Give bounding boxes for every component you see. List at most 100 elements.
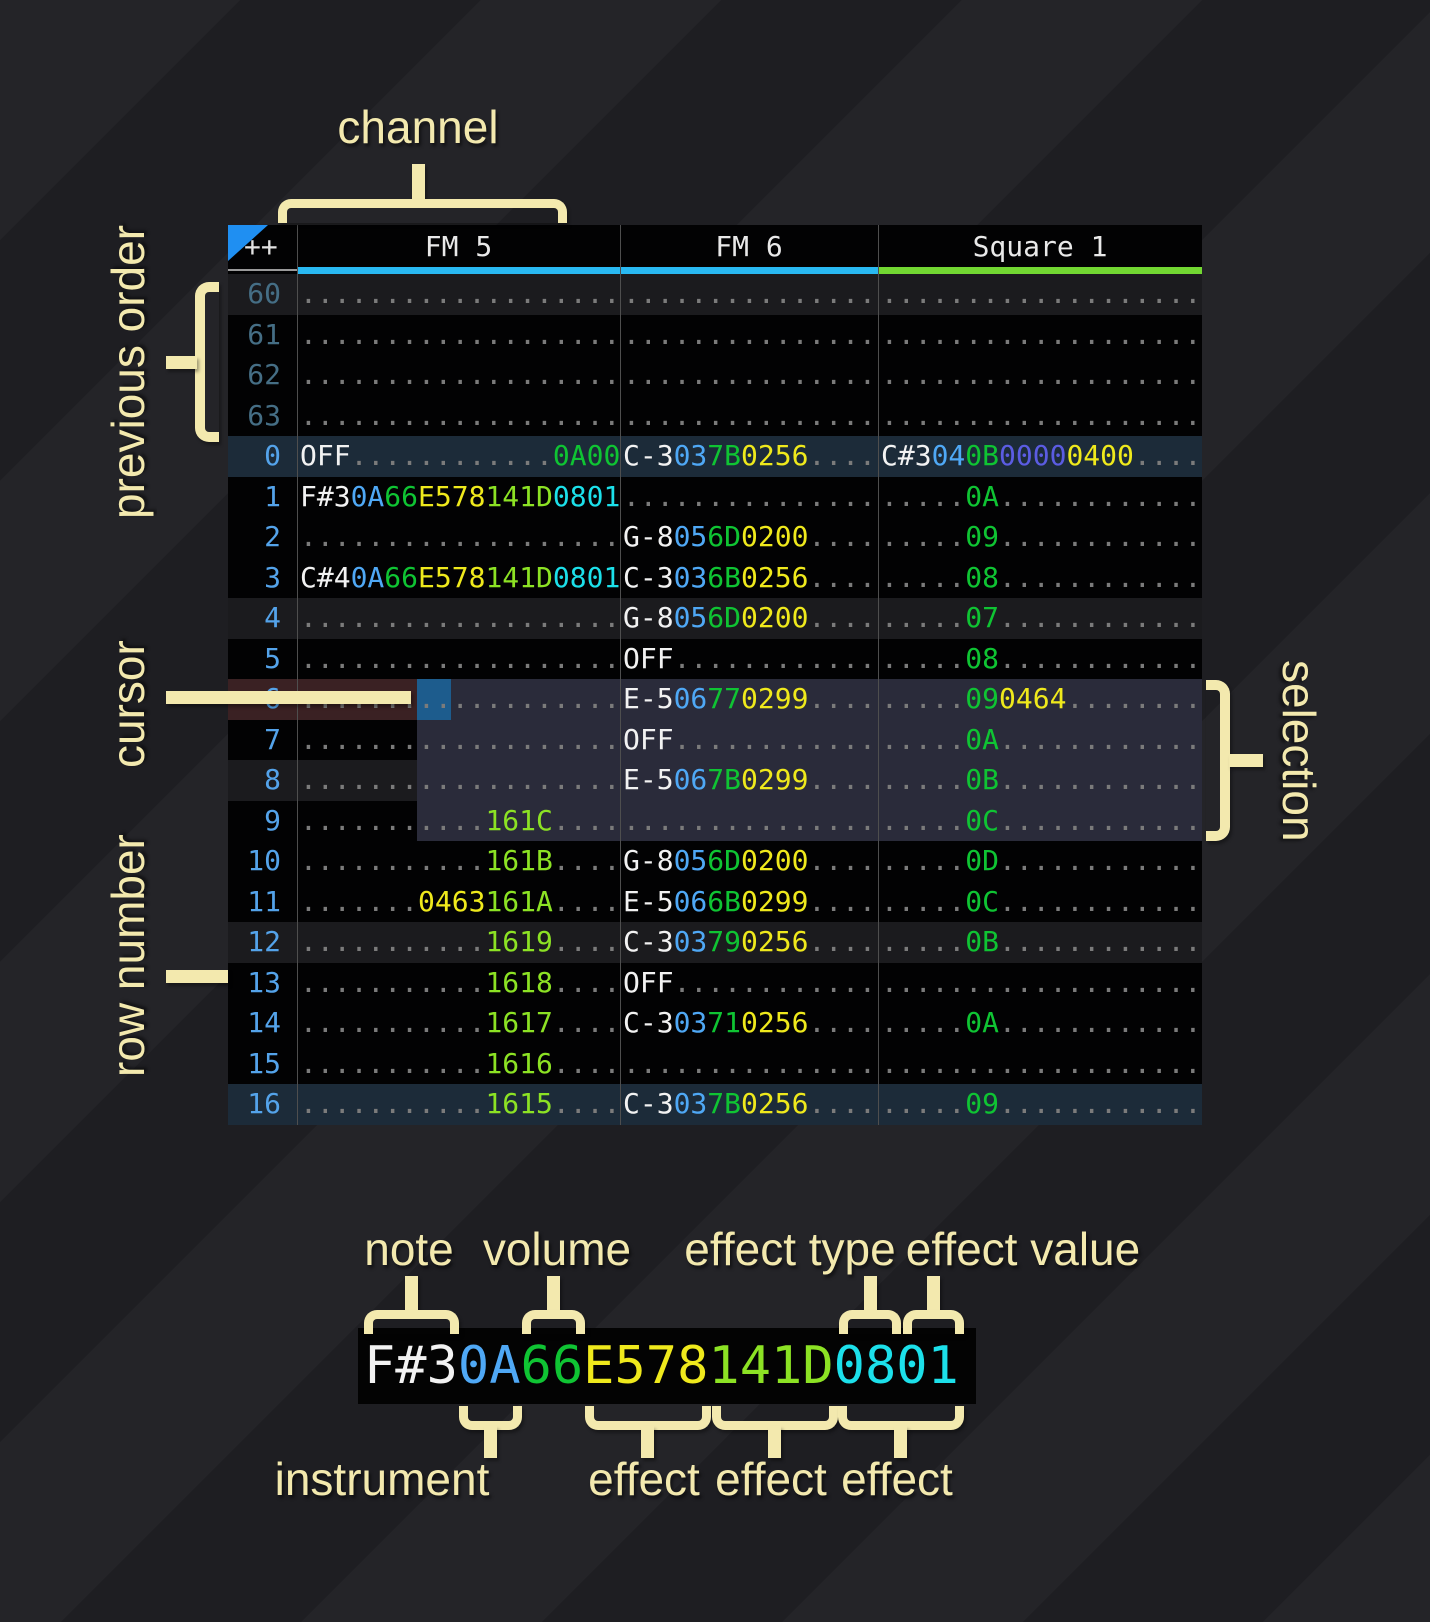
pattern-cell[interactable]: ...................: [878, 396, 1202, 437]
pattern-cell[interactable]: G-8056D0200....: [620, 598, 878, 639]
pattern-segment: 0801: [552, 479, 620, 513]
pattern-segment: ...............: [623, 398, 876, 432]
instrument-bracket: [459, 1406, 522, 1430]
pattern-cell[interactable]: ...................: [297, 274, 620, 315]
pattern-cell[interactable]: ...........1615....: [297, 1084, 620, 1125]
row-number[interactable]: 11: [247, 884, 281, 918]
pattern-cell[interactable]: G-8056D0200....: [620, 841, 878, 882]
row-number[interactable]: 10: [247, 844, 281, 877]
pattern-cell[interactable]: ...................: [297, 315, 620, 356]
pattern-cell[interactable]: C-3036B0256....: [620, 558, 878, 599]
row-number[interactable]: 15: [247, 1046, 281, 1080]
pattern-cell[interactable]: C-3037B0256....: [620, 436, 878, 477]
pattern-cell[interactable]: .....0D............: [878, 841, 1202, 882]
pattern-cell[interactable]: C-3037B0256....: [620, 1084, 878, 1125]
pattern-cell[interactable]: .....090464........: [878, 679, 1202, 720]
pattern-cell[interactable]: OFF............0A00: [297, 436, 620, 477]
pattern-cell[interactable]: .....0C............: [878, 882, 1202, 923]
row-number[interactable]: 4: [264, 601, 281, 634]
row-number[interactable]: 63: [247, 398, 281, 432]
row-number[interactable]: 2: [264, 520, 281, 553]
row-number[interactable]: 9: [264, 803, 281, 837]
pattern-cell[interactable]: ...........1617....: [297, 1003, 620, 1044]
pattern-cell[interactable]: .....0A............: [878, 720, 1202, 761]
channel-header[interactable]: FM 5: [424, 229, 493, 263]
pattern-cell[interactable]: .....0B............: [878, 760, 1202, 801]
pattern-segment: 05: [673, 844, 708, 877]
pattern-cell[interactable]: .....08............: [878, 558, 1202, 599]
pattern-cell[interactable]: ...............: [620, 315, 878, 356]
pattern-segment: 0400: [1066, 439, 1134, 472]
pattern-cell[interactable]: ...............: [620, 477, 878, 518]
row-number[interactable]: 3: [264, 560, 281, 594]
selection-label: selection: [1273, 660, 1325, 842]
pattern-cell[interactable]: ...............: [620, 801, 878, 842]
pattern-cell[interactable]: C-303790256....: [620, 922, 878, 963]
row-number[interactable]: 12: [247, 925, 281, 958]
pattern-cell[interactable]: .....0B............: [878, 922, 1202, 963]
row-number[interactable]: 5: [264, 641, 281, 675]
pattern-cell[interactable]: ...............: [620, 355, 878, 396]
channel-header[interactable]: Square 1: [972, 229, 1108, 263]
pattern-cell[interactable]: ...................: [878, 355, 1202, 396]
pattern-cell[interactable]: E-5067B0299....: [620, 760, 878, 801]
pattern-segment: ............: [999, 925, 1202, 958]
pattern-cell[interactable]: OFF............: [620, 963, 878, 1004]
pattern-segment: 04: [931, 439, 966, 472]
pattern-cell[interactable]: C-303710256....: [620, 1003, 878, 1044]
pattern-segment: 0C: [965, 803, 1000, 837]
pattern-cell[interactable]: ...............: [620, 1044, 878, 1085]
pattern-cell[interactable]: ...................: [878, 963, 1202, 1004]
pattern-cell[interactable]: ...................: [297, 355, 620, 396]
pattern-cell[interactable]: .....08............: [878, 639, 1202, 680]
row-number[interactable]: 8: [264, 763, 281, 796]
pattern-cell[interactable]: ...................: [297, 598, 620, 639]
pattern-cell[interactable]: ...............: [620, 396, 878, 437]
pattern-cell[interactable]: ...................: [878, 315, 1202, 356]
pattern-cell[interactable]: ...................: [878, 1044, 1202, 1085]
pattern-cell[interactable]: OFF............: [620, 639, 878, 680]
row-number[interactable]: 0: [264, 439, 281, 472]
pattern-segment: E-5: [623, 763, 674, 796]
pattern-cell[interactable]: F#30A66E578141D0801: [297, 477, 620, 518]
row-number[interactable]: 62: [247, 358, 281, 391]
pattern-cell[interactable]: ...................: [297, 639, 620, 680]
pattern-cell[interactable]: ...........161C....: [297, 801, 620, 842]
pattern-cell[interactable]: .....09............: [878, 517, 1202, 558]
pattern-cell[interactable]: ...................: [297, 760, 620, 801]
row-number[interactable]: 14: [247, 1006, 281, 1039]
row-number[interactable]: 1: [264, 479, 281, 513]
pattern-segment: F#3: [364, 1336, 458, 1396]
pattern-segment: ....: [808, 682, 876, 715]
pattern-segment: ............: [999, 884, 1202, 918]
row-number[interactable]: 61: [247, 317, 281, 351]
pattern-cell[interactable]: ...................: [297, 517, 620, 558]
pattern-cell[interactable]: G-8056D0200....: [620, 517, 878, 558]
pattern-segment: E578: [583, 1336, 709, 1396]
pattern-cell[interactable]: C#40A66E578141D0801: [297, 558, 620, 599]
pattern-cell[interactable]: .....07............: [878, 598, 1202, 639]
pattern-cell[interactable]: .....0A............: [878, 477, 1202, 518]
pattern-cell[interactable]: E-506770299....: [620, 679, 878, 720]
pattern-cell[interactable]: E-5066B0299....: [620, 882, 878, 923]
row-number[interactable]: 16: [247, 1087, 281, 1120]
pattern-cell[interactable]: .......0463161A....: [297, 882, 620, 923]
row-number[interactable]: 13: [247, 965, 281, 999]
pattern-cell[interactable]: ...........161B....: [297, 841, 620, 882]
row-number[interactable]: 7: [264, 722, 281, 756]
pattern-cell[interactable]: ...................: [297, 396, 620, 437]
channel-header[interactable]: FM 6: [715, 229, 783, 263]
pattern-cell[interactable]: ...........1619....: [297, 922, 620, 963]
pattern-cell[interactable]: .....0A............: [878, 1003, 1202, 1044]
pattern-cell[interactable]: ...................: [297, 720, 620, 761]
pattern-cell[interactable]: .....09............: [878, 1084, 1202, 1125]
row-number[interactable]: 60: [247, 277, 281, 310]
pattern-cell[interactable]: .....0C............: [878, 801, 1202, 842]
pattern-cell[interactable]: ...........1616....: [297, 1044, 620, 1085]
pattern-cell[interactable]: ...................: [878, 274, 1202, 315]
order-header[interactable]: ++: [244, 229, 278, 263]
pattern-cell[interactable]: OFF............: [620, 720, 878, 761]
pattern-cell[interactable]: ...............: [620, 274, 878, 315]
pattern-cell[interactable]: ...........1618....: [297, 963, 620, 1004]
pattern-cell[interactable]: C#3040B00000400....: [878, 436, 1202, 477]
